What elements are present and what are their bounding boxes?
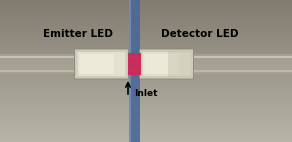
FancyBboxPatch shape xyxy=(77,52,126,76)
Text: Detector LED: Detector LED xyxy=(161,29,239,39)
Text: Emitter LED: Emitter LED xyxy=(43,29,113,39)
FancyBboxPatch shape xyxy=(145,54,178,74)
FancyBboxPatch shape xyxy=(142,52,190,76)
FancyBboxPatch shape xyxy=(168,51,191,77)
FancyBboxPatch shape xyxy=(128,53,140,75)
FancyBboxPatch shape xyxy=(128,0,140,142)
FancyBboxPatch shape xyxy=(140,49,194,79)
FancyBboxPatch shape xyxy=(74,49,128,79)
FancyBboxPatch shape xyxy=(79,54,114,74)
FancyBboxPatch shape xyxy=(0,54,292,74)
Text: Inlet: Inlet xyxy=(134,89,158,99)
